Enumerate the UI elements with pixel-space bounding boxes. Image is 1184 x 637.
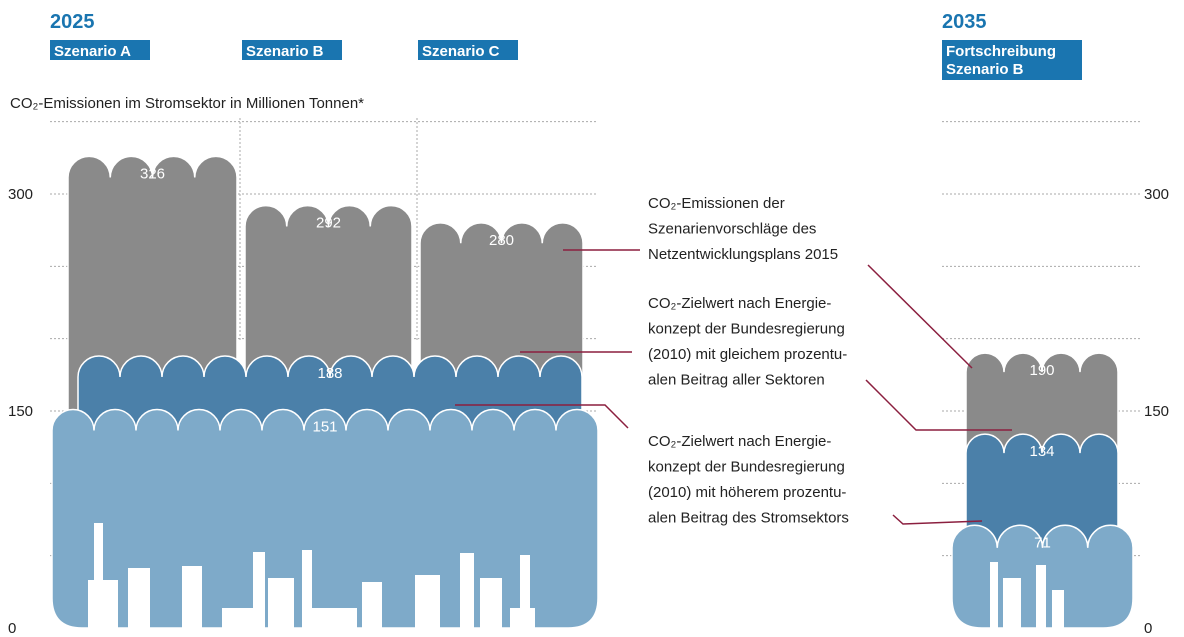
connector xyxy=(868,265,972,368)
annotation: Netzentwicklungsplans 2015 xyxy=(648,246,838,263)
factory xyxy=(1003,578,1021,628)
annotation: CO₂-Zielwert nach Energie- xyxy=(648,433,831,450)
factory xyxy=(362,582,382,628)
value-label: 326 xyxy=(140,165,165,182)
value-label: 151 xyxy=(312,419,337,436)
factory xyxy=(1052,590,1064,628)
annotation: (2010) mit gleichem prozentu- xyxy=(648,346,847,363)
value-label: 190 xyxy=(1029,362,1054,379)
factory xyxy=(480,578,502,628)
value-label: 188 xyxy=(317,365,342,382)
annotation: CO₂-Emissionen der xyxy=(648,195,785,212)
factory xyxy=(128,568,150,628)
annotation: konzept der Bundesregierung xyxy=(648,321,845,338)
factory xyxy=(415,575,440,628)
scenario-label: Szenario A xyxy=(54,43,131,60)
factory xyxy=(268,578,294,628)
year: 2035 xyxy=(942,11,987,33)
y-tick-label: 150 xyxy=(1144,403,1169,420)
y-tick-label: 150 xyxy=(8,403,33,420)
axis-label: CO₂-Emissionen im Stromsektor in Million… xyxy=(10,95,364,112)
annotation: konzept der Bundesregierung xyxy=(648,459,845,476)
annotation: alen Beitrag des Stromsektors xyxy=(648,510,849,527)
annotation: CO₂-Zielwert nach Energie- xyxy=(648,295,831,312)
factory xyxy=(302,550,312,628)
factory xyxy=(312,608,357,628)
y-tick-label: 0 xyxy=(1144,620,1152,637)
value-label: 134 xyxy=(1029,443,1054,460)
year: 2025 xyxy=(50,11,95,33)
value-label: 292 xyxy=(316,215,341,232)
scenario-label: Szenario C xyxy=(422,43,500,60)
annotation: (2010) mit höherem prozentu- xyxy=(648,484,846,501)
y-tick-label: 0 xyxy=(8,620,16,637)
scenario-label: Szenario B xyxy=(246,43,324,60)
y-tick-label: 300 xyxy=(8,186,33,203)
y-tick-label: 300 xyxy=(1144,186,1169,203)
factory xyxy=(253,552,265,628)
factory xyxy=(460,553,474,628)
factory xyxy=(510,608,535,628)
annotations: CO₂-Emissionen der Szenarienvorschläge de… xyxy=(648,195,849,527)
scenario-label: Szenario B xyxy=(946,61,1024,78)
value-label: 280 xyxy=(489,232,514,249)
chart: CO₂-Emissionen im Stromsektor in Million… xyxy=(0,0,1184,637)
annotation: alen Beitrag aller Sektoren xyxy=(648,372,825,389)
value-label: 71 xyxy=(1034,534,1051,551)
factory xyxy=(88,580,118,628)
clouds: 326 292 280 188 151 190 134 71 xyxy=(52,156,1133,628)
scenario-label: Fortschreibung xyxy=(946,43,1056,60)
factory xyxy=(1036,565,1046,628)
annotation: Szenarienvorschläge des xyxy=(648,221,816,238)
factory xyxy=(990,562,998,628)
factory xyxy=(182,566,202,628)
